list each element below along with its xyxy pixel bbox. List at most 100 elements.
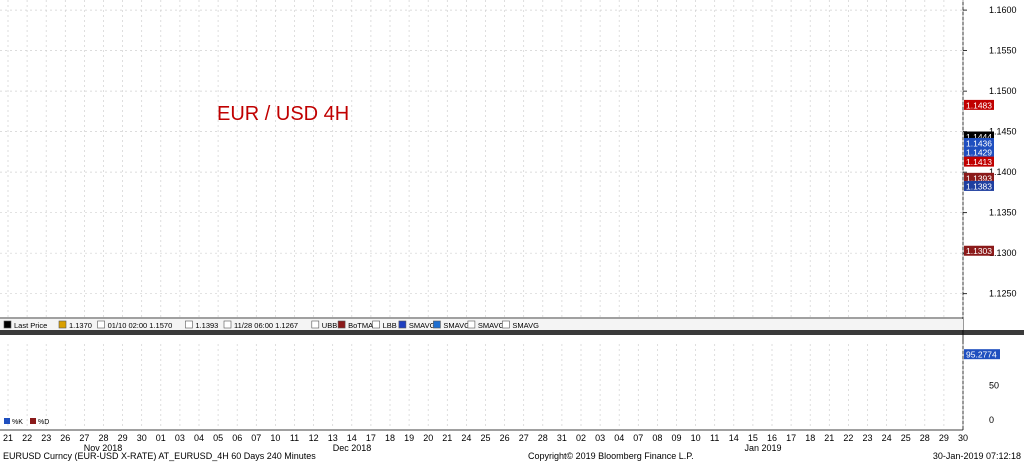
x-tick-label: 07 — [251, 433, 261, 443]
legend-swatch — [467, 320, 476, 329]
x-tick-label: 20 — [423, 433, 433, 443]
legend-swatch — [337, 320, 346, 329]
x-tick-label: 02 — [576, 433, 586, 443]
x-tick-label: 24 — [461, 433, 471, 443]
x-tick-label: 29 — [939, 433, 949, 443]
x-tick-label: 17 — [786, 433, 796, 443]
x-tick-label: 28 — [538, 433, 548, 443]
legend-swatch — [223, 320, 232, 329]
month-label: Dec 2018 — [333, 443, 372, 453]
y-tick-label: 1.1350 — [989, 208, 1017, 218]
y-tick-label: 1.1550 — [989, 46, 1017, 56]
legend-swatch — [3, 320, 12, 329]
x-tick-label: 01 — [156, 433, 166, 443]
x-tick-label: 15 — [748, 433, 758, 443]
y-tick-label: 1.1500 — [989, 86, 1017, 96]
price-tag-text: 1.1483 — [966, 100, 992, 110]
stoch-y-label: 0 — [989, 415, 994, 425]
legend-label: LBB — [383, 321, 397, 330]
x-tick-label: 30 — [137, 433, 147, 443]
x-tick-label: 29 — [118, 433, 128, 443]
chart-title: EUR / USD 4H — [217, 103, 349, 125]
legend-swatch — [185, 320, 193, 329]
legend-label: UBB — [322, 321, 337, 330]
price-tag — [964, 180, 994, 191]
x-tick-label: 31 — [557, 433, 567, 443]
x-tick-label: 14 — [347, 433, 357, 443]
x-tick-label: 22 — [22, 433, 32, 443]
x-tick-label: 03 — [175, 433, 185, 443]
x-tick-label: 23 — [862, 433, 872, 443]
y-tick-label: 1.1600 — [989, 5, 1017, 15]
legend-bar — [0, 319, 963, 330]
x-tick-label: 27 — [519, 433, 529, 443]
legend-label: BoTMA — [348, 321, 373, 330]
x-tick-label: 19 — [404, 433, 414, 443]
x-tick-label: 26 — [500, 433, 510, 443]
x-tick-label: 04 — [194, 433, 204, 443]
price-tag-text: 1.1413 — [966, 157, 992, 167]
x-tick-label: 16 — [767, 433, 777, 443]
footer-center: Copyright© 2019 Bloomberg Finance L.P. — [528, 451, 694, 461]
x-tick-label: 05 — [213, 433, 223, 443]
stoch-value-text: 95.2774 — [966, 350, 997, 360]
footer-left: EURUSD Curncy (EUR-USD X-RATE) AT_EURUSD… — [3, 451, 316, 461]
legend-label: 1.1393 — [195, 321, 218, 330]
price-tag-text: 1.1393 — [966, 173, 992, 183]
legend-label: SMAVG — [478, 321, 505, 330]
x-tick-label: 14 — [729, 433, 739, 443]
price-tag-text: 1.1303 — [966, 246, 992, 256]
x-tick-label: 11 — [290, 433, 299, 443]
month-label: Nov 2018 — [84, 443, 123, 453]
x-tick-label: 07 — [633, 433, 643, 443]
x-tick-label: 28 — [98, 433, 108, 443]
price-tag — [964, 137, 994, 148]
legend-label: 1.1370 — [69, 321, 92, 330]
footer-right: 30-Jan-2019 07:12:18 — [933, 451, 1021, 461]
legend-label: Last Price — [14, 321, 47, 330]
price-tag — [964, 131, 994, 142]
legend-swatch — [398, 320, 407, 329]
legend-swatch — [433, 320, 441, 329]
x-tick-label: 30 — [958, 433, 968, 443]
y-tick-label: 1.1400 — [989, 167, 1017, 177]
stoch-y-label: 50 — [989, 381, 999, 391]
y-tick-label: 1.1450 — [989, 127, 1017, 137]
legend-swatch — [311, 320, 320, 329]
x-tick-label: 22 — [843, 433, 853, 443]
x-tick-label: 03 — [595, 433, 605, 443]
x-tick-label: 21 — [3, 433, 13, 443]
price-tag — [964, 172, 994, 183]
x-tick-label: 10 — [270, 433, 280, 443]
x-tick-label: 28 — [920, 433, 930, 443]
x-tick-label: 18 — [805, 433, 815, 443]
y-tick-label: 1.1300 — [989, 248, 1017, 258]
price-tag — [964, 146, 994, 157]
price-tag-text: 1.1429 — [966, 147, 992, 157]
x-tick-label: 18 — [385, 433, 395, 443]
stoch-legend-swatch — [30, 418, 36, 424]
stoch-value-tag — [964, 349, 1000, 360]
legend-label: 01/10 02:00 1.1570 — [108, 321, 173, 330]
x-tick-label: 25 — [901, 433, 911, 443]
x-tick-label: 23 — [41, 433, 51, 443]
x-tick-label: 11 — [710, 433, 719, 443]
legend-swatch — [502, 320, 510, 329]
x-tick-label: 10 — [691, 433, 701, 443]
price-tag — [964, 245, 994, 256]
price-tag-text: 1.1444 — [966, 132, 992, 142]
x-tick-label: 17 — [366, 433, 376, 443]
legend-swatch — [97, 320, 105, 329]
legend-label: SMAVG — [512, 321, 539, 330]
x-tick-label: 21 — [442, 433, 452, 443]
legend-label: 11/28 06:00 1.1267 — [234, 321, 298, 330]
month-label: Jan 2019 — [744, 443, 781, 453]
price-tag-text: 1.1383 — [966, 181, 992, 191]
x-tick-label: 27 — [79, 433, 89, 443]
legend-label: SMAVG — [409, 321, 436, 330]
x-tick-label: 13 — [328, 433, 338, 443]
legend-swatch — [372, 320, 380, 329]
